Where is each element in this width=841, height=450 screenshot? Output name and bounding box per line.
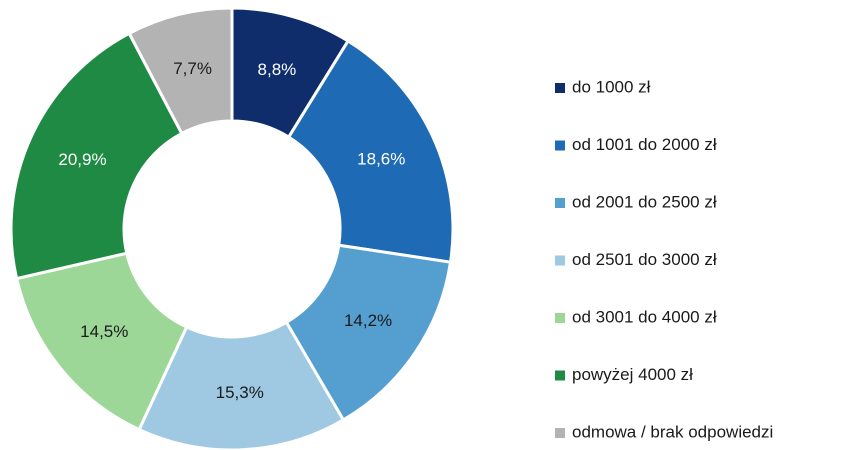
value-label: 8,8% [258, 60, 297, 79]
legend-label: odmowa / brak odpowiedzi [572, 422, 773, 441]
legend-swatch [555, 370, 565, 381]
legend-label: powyżej 4000 zł [572, 365, 693, 384]
value-label: 7,7% [173, 59, 212, 78]
legend-swatch [555, 140, 565, 151]
legend-swatch [555, 313, 565, 323]
value-label: 18,6% [357, 149, 405, 168]
value-label: 20,9% [58, 150, 106, 169]
legend-label: od 2501 do 3000 zł [572, 250, 717, 269]
value-label: 15,3% [216, 383, 264, 402]
donut-slice [14, 251, 189, 432]
legend-label: od 2001 do 2500 zł [572, 192, 717, 211]
donut-slice [286, 38, 455, 264]
legend-swatch [555, 428, 565, 438]
legend-label: od 1001 do 2000 zł [572, 135, 717, 154]
legend-label: do 1000 zł [572, 77, 651, 96]
donut-slice [9, 31, 184, 281]
donut-slice [137, 320, 346, 450]
value-label: 14,5% [80, 322, 128, 341]
legend-swatch [555, 198, 565, 208]
legend-label: od 3001 do 4000 zł [572, 307, 717, 326]
value-label: 14,2% [344, 311, 392, 330]
legend-swatch [555, 255, 565, 266]
donut-slice [127, 6, 234, 136]
legend-swatch [555, 83, 565, 93]
